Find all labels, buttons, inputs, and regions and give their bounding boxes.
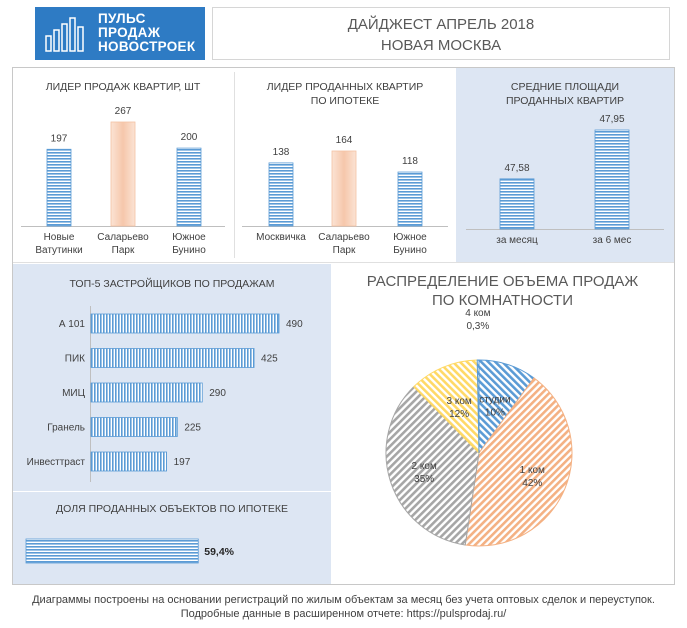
category-label: Саларьево bbox=[318, 232, 370, 243]
avg-area-title-line-1: СРЕДНИЕ ПЛОЩАДИ bbox=[510, 81, 620, 93]
distribution-title: РАСПРЕДЕЛЕНИЕ ОБЪЕМА ПРОДАЖ ПО КОМНАТНОС… bbox=[331, 272, 674, 310]
leader-mortgage-title: ЛИДЕР ПРОДАННЫХ КВАРТИР ПО ИПОТЕКЕ bbox=[236, 80, 454, 108]
category-label: Саларьево bbox=[97, 232, 149, 243]
bar bbox=[268, 162, 294, 227]
data-label: 47,58 bbox=[504, 163, 529, 174]
data-label: 197 bbox=[174, 457, 191, 468]
category-label: Новые bbox=[44, 232, 75, 243]
bar bbox=[90, 348, 255, 368]
slice-value-label: 0,3% bbox=[466, 321, 489, 332]
category-label: Москвичка bbox=[256, 232, 306, 243]
footer-note: Диаграммы построены на основании регистр… bbox=[32, 594, 655, 606]
pie-slice bbox=[476, 359, 480, 454]
bar bbox=[110, 121, 136, 227]
bar bbox=[594, 129, 630, 230]
distribution-title-line-1: РАСПРЕДЕЛЕНИЕ ОБЪЕМА ПРОДАЖ bbox=[366, 273, 639, 290]
category-label: Парк bbox=[112, 245, 135, 256]
slice-name-label: 4 ком bbox=[465, 308, 490, 319]
divider bbox=[13, 262, 674, 263]
category-label: Парк bbox=[333, 245, 356, 256]
data-label: 118 bbox=[402, 156, 418, 167]
y-axis-line bbox=[90, 306, 91, 482]
avg-area-chart: 47,58 за месяц 47,95 за 6 мес bbox=[466, 114, 664, 246]
slice-value-label: 10% bbox=[485, 407, 505, 418]
category-label: Бунино bbox=[172, 245, 206, 256]
bar bbox=[25, 538, 199, 564]
divider bbox=[13, 491, 331, 492]
top5-title: ТОП-5 ЗАСТРОЙЩИКОВ ПО ПРОДАЖАМ bbox=[69, 278, 275, 290]
dashboard-frame bbox=[12, 67, 675, 585]
data-label: 267 bbox=[115, 106, 132, 117]
bar bbox=[90, 313, 280, 334]
data-label: 490 bbox=[286, 319, 303, 330]
leader-mortgage-title-line-1: ЛИДЕР ПРОДАННЫХ КВАРТИР bbox=[266, 81, 424, 93]
category-label: за 6 мес bbox=[593, 235, 632, 246]
divider bbox=[234, 72, 235, 258]
logo-line-3: НОВОСТРОЕК bbox=[98, 39, 196, 54]
x-axis-line bbox=[242, 226, 448, 227]
pie-slice bbox=[413, 359, 480, 455]
bar bbox=[397, 171, 423, 227]
slice-value-label: 35% bbox=[414, 474, 434, 485]
page-subtitle: НОВАЯ МОСКВА bbox=[380, 37, 502, 54]
bar bbox=[90, 382, 203, 403]
mortgage-share-chart: 59,4% bbox=[25, 538, 235, 564]
data-label: 197 bbox=[51, 133, 68, 144]
bar bbox=[331, 150, 357, 227]
slice-name-label: студии bbox=[479, 394, 510, 405]
data-label: 225 bbox=[184, 423, 201, 434]
pie-slice bbox=[385, 386, 480, 546]
bar bbox=[176, 147, 202, 227]
logo-bars-icon bbox=[45, 17, 84, 52]
logo-text: ПУЛЬС ПРОДАЖ НОВОСТРОЕК bbox=[98, 12, 195, 54]
header-box bbox=[212, 7, 670, 60]
leader-sales-title: ЛИДЕР ПРОДАЖ КВАРТИР, ШТ bbox=[45, 81, 201, 93]
slice-name-label: 1 ком bbox=[520, 465, 545, 476]
category-label: за месяц bbox=[496, 235, 538, 246]
data-label: 290 bbox=[209, 388, 226, 399]
category-label: Инвесттраст bbox=[27, 457, 86, 468]
footer-link-line[interactable]: Подробные данные в расширенном отчете: h… bbox=[180, 608, 507, 620]
logo-line-1: ПУЛЬС bbox=[98, 11, 146, 26]
bar bbox=[90, 451, 167, 472]
category-label: А 101 bbox=[59, 319, 86, 330]
category-label: ПИК bbox=[65, 354, 85, 365]
avg-area-title: СРЕДНИЕ ПЛОЩАДИ ПРОДАННЫХ КВАРТИР bbox=[456, 80, 674, 108]
slice-value-label: 12% bbox=[449, 409, 469, 420]
leader-sales-chart: 197 Новые Ватутинки 267 Саларьево Парк 200 Южно… bbox=[21, 106, 225, 256]
bar bbox=[499, 178, 535, 230]
x-axis-line bbox=[21, 226, 225, 227]
category-label: Южное bbox=[172, 232, 206, 243]
data-label: 425 bbox=[261, 354, 278, 365]
distribution-pie-chart: студии 10% 1 ком 42% 2 ком 35% 3 ком 12% 4 ком 0,… bbox=[385, 308, 573, 547]
top5-chart: А 101 490 ПИК 425 МИЦ 290 Гранель 225 Инвесттрас… bbox=[27, 306, 303, 482]
mortgage-share-title: ДОЛЯ ПРОДАННЫХ ОБЪЕКТОВ ПО ИПОТЕКЕ bbox=[56, 503, 288, 515]
leader-mortgage-title-line-2: ПО ИПОТЕКЕ bbox=[310, 95, 380, 107]
logo-line-2: ПРОДАЖ bbox=[98, 25, 161, 40]
category-label: Южное bbox=[393, 232, 427, 243]
data-label: 47,95 bbox=[599, 114, 624, 125]
page-title: ДАЙДЖЕСТ АПРЕЛЬ 2018 bbox=[347, 16, 535, 33]
data-label: 164 bbox=[336, 135, 353, 146]
slice-name-label: 2 ком bbox=[412, 461, 437, 472]
pie-slice bbox=[464, 377, 573, 547]
category-label: МИЦ bbox=[62, 388, 86, 399]
data-label: 59,4% bbox=[204, 546, 234, 558]
leader-mortgage-chart: 138 Москвичка 164 Саларьево Парк 118 Южное Буни… bbox=[242, 135, 448, 256]
avg-area-title-line-2: ПРОДАННЫХ КВАРТИР bbox=[505, 95, 625, 107]
category-label: Гранель bbox=[47, 423, 85, 434]
category-label: Бунино bbox=[393, 245, 427, 256]
slice-name-label: 3 ком bbox=[447, 396, 472, 407]
distribution-title-line-2: ПО КОМНАТНОСТИ bbox=[432, 292, 573, 309]
category-label: Ватутинки bbox=[35, 245, 82, 256]
data-label: 200 bbox=[181, 132, 198, 143]
slice-value-label: 42% bbox=[522, 478, 542, 489]
bar bbox=[46, 148, 72, 227]
bar bbox=[90, 417, 178, 437]
logo bbox=[35, 7, 205, 60]
data-label: 138 bbox=[273, 147, 290, 158]
x-axis-line bbox=[466, 229, 664, 230]
